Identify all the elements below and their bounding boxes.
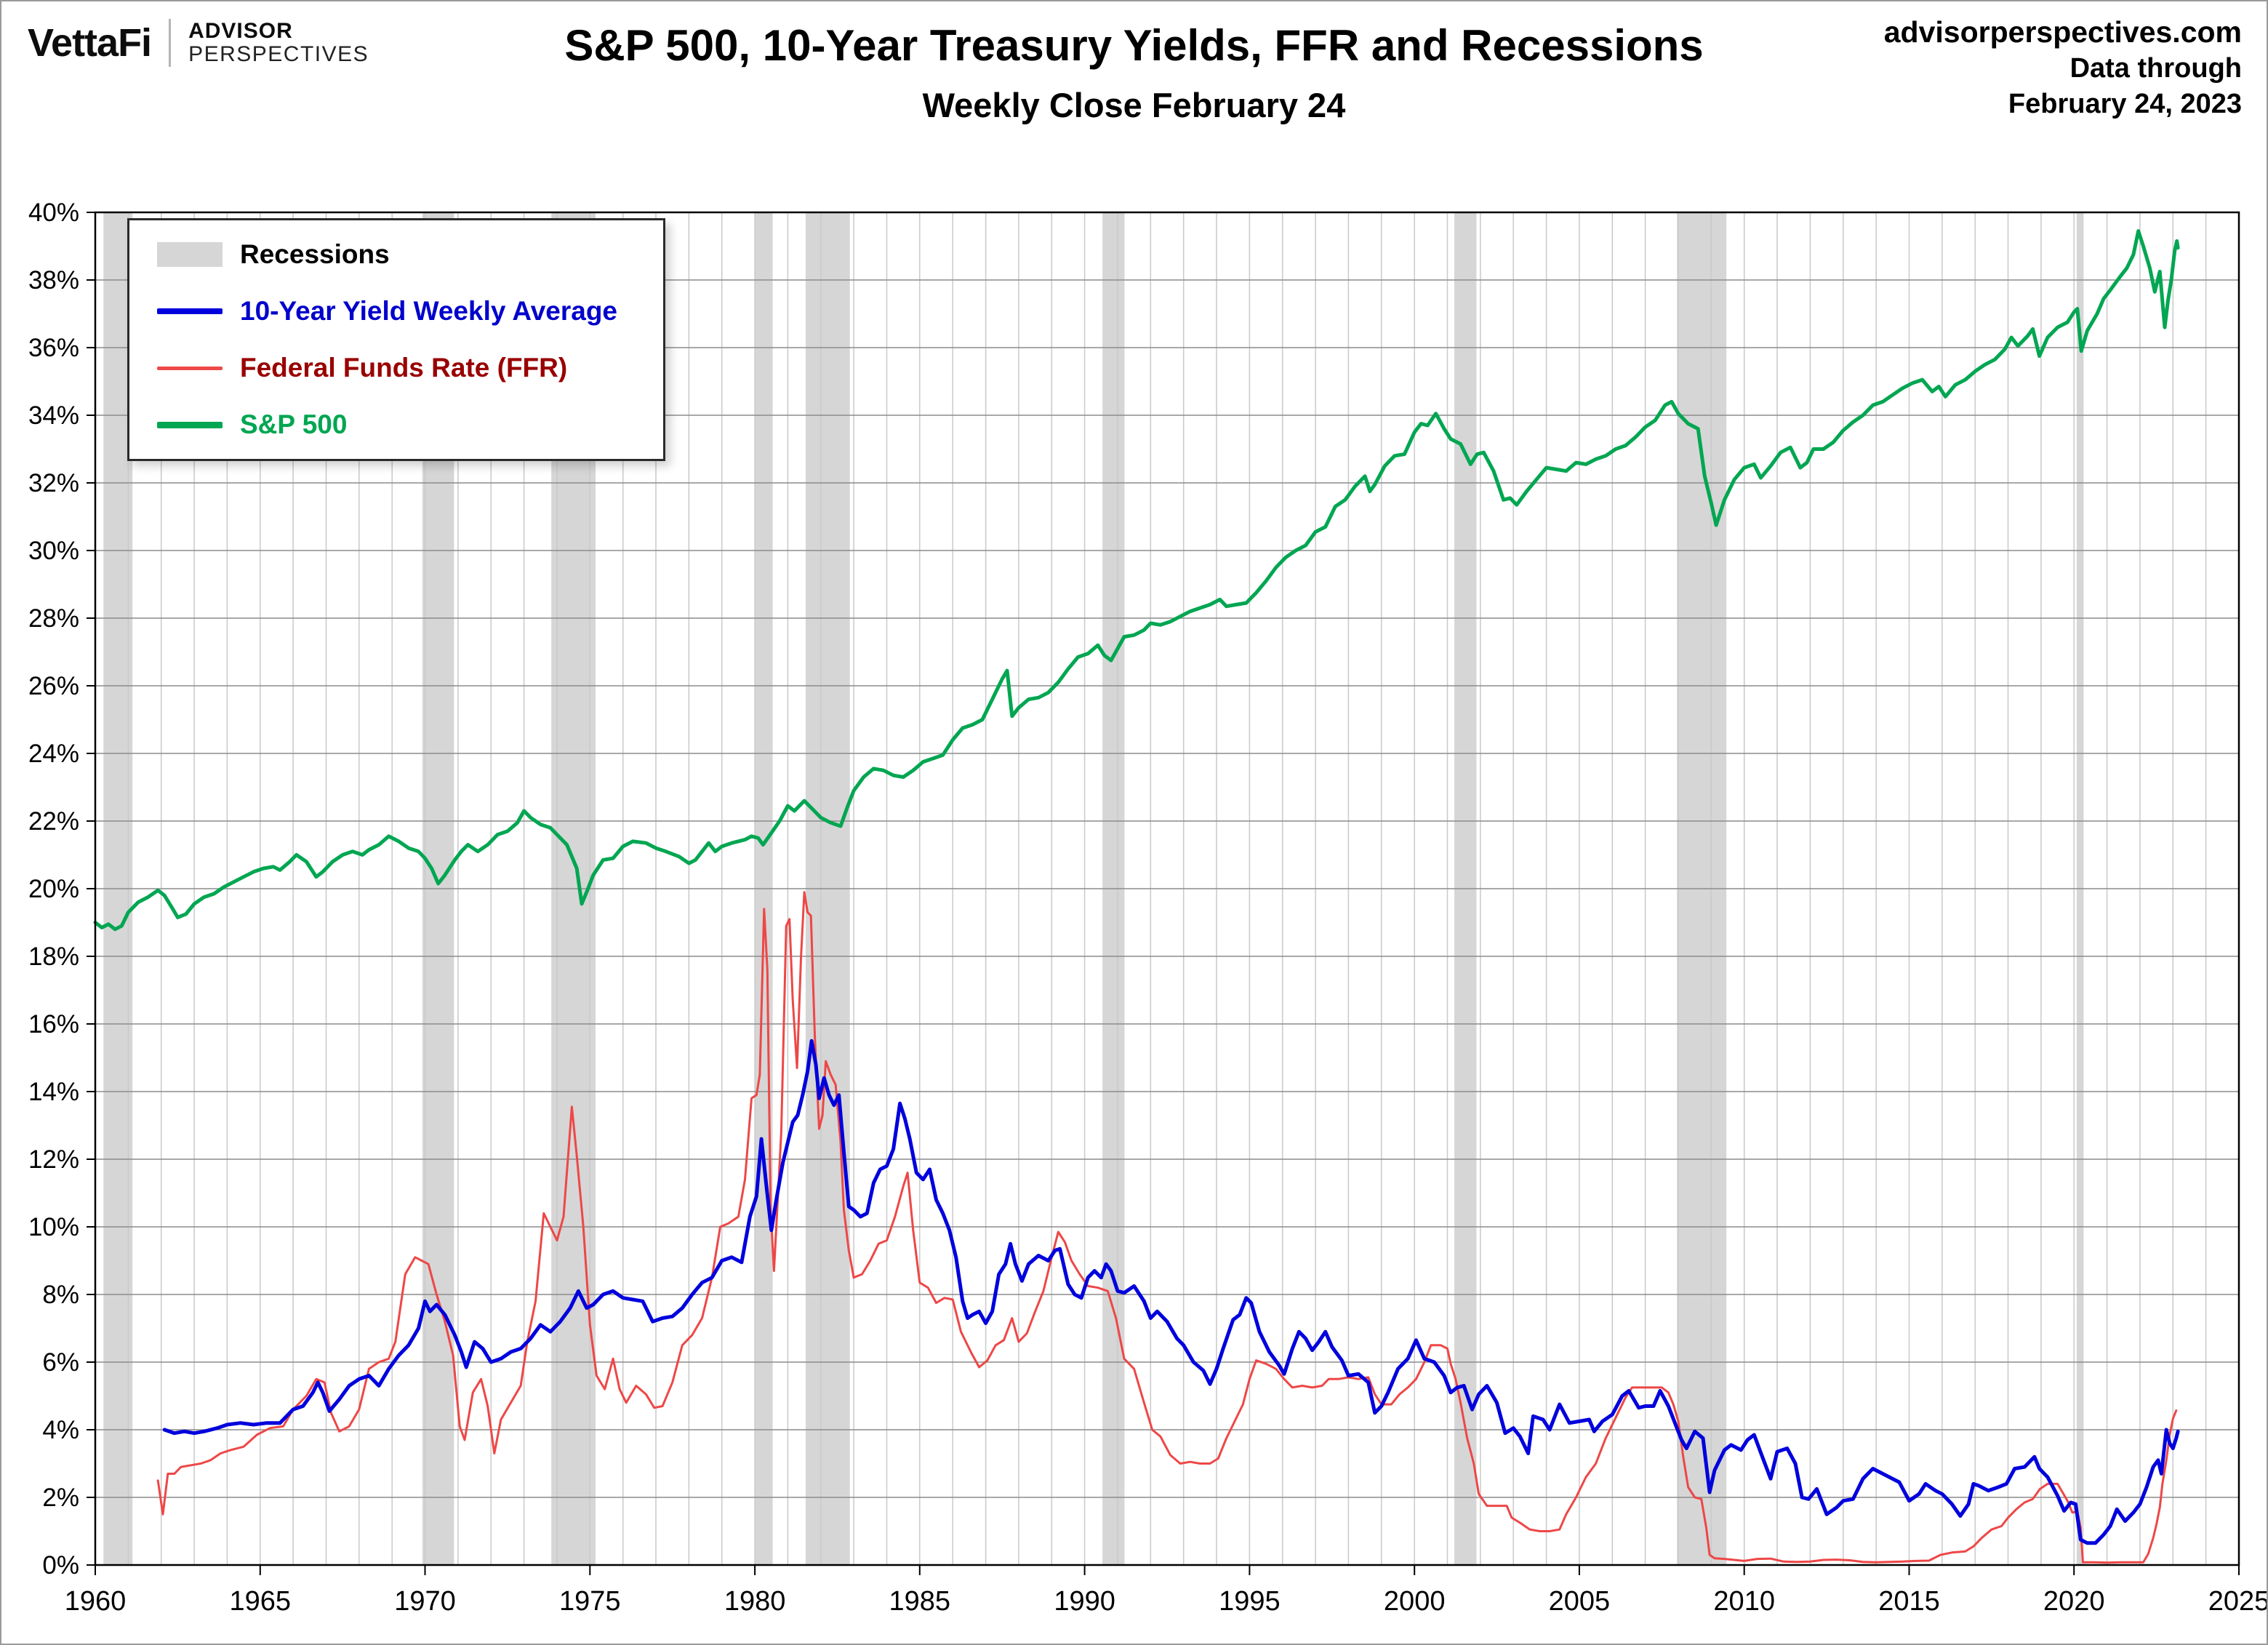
x-axis-tick-label: 2010 (1713, 1586, 1775, 1617)
y-axis-tick-label: 40% (28, 199, 79, 227)
y-axis-tick-label: 0% (42, 1551, 79, 1580)
y-axis-tick-label: 32% (28, 469, 79, 497)
y-axis-tick-label: 8% (42, 1281, 79, 1309)
logo-advisor-text: ADVISOR (188, 18, 293, 43)
legend-label-recessions: Recessions (240, 239, 390, 269)
legend-label-ffr: Federal Funds Rate (FFR) (240, 353, 568, 383)
source-date: February 24, 2023 (2008, 89, 2242, 120)
x-axis-tick-label: 1995 (1219, 1586, 1281, 1617)
source-website: advisorperspectives.com (1883, 15, 2242, 49)
y-axis-tick-label: 38% (28, 266, 79, 295)
y-axis-tick-label: 20% (28, 875, 79, 903)
x-axis-tick-label: 2015 (1878, 1586, 1940, 1617)
chart-title: S&P 500, 10-Year Treasury Yields, FFR an… (564, 21, 1704, 70)
sp500-line-swatch (157, 421, 223, 428)
x-axis-tick-label: 2005 (1549, 1586, 1611, 1617)
x-axis-tick-label: 2000 (1384, 1586, 1446, 1617)
logo-divider (169, 19, 172, 67)
legend-label-ten-year-yield: 10-Year Yield Weekly Average (240, 296, 618, 326)
legend-item-ten-year-yield: 10-Year Yield Weekly Average (157, 296, 649, 327)
y-axis-tick-label: 14% (28, 1078, 79, 1106)
legend-item-ffr: Federal Funds Rate (FFR) (157, 353, 649, 383)
y-axis-tick-label: 4% (42, 1416, 79, 1444)
x-axis-tick-label: 2025 (2208, 1586, 2268, 1617)
ffr-line (156, 891, 2178, 1564)
ten-year-yield-line (162, 1038, 2180, 1545)
y-axis-tick-label: 36% (28, 334, 79, 362)
ffr-line-swatch (157, 366, 223, 370)
y-axis-tick-label: 2% (42, 1484, 79, 1512)
logo-vettafi-text: VettaFi (28, 21, 152, 65)
title-block: S&P 500, 10-Year Treasury Yields, FFR an… (0, 20, 2268, 125)
source-block: advisorperspectives.com Data through Feb… (1884, 13, 2242, 122)
y-axis-tick-label: 16% (28, 1010, 79, 1038)
x-axis-tick-label: 1985 (889, 1586, 951, 1617)
source-data-through-label: Data through (2069, 53, 2242, 84)
y-axis-tick-label: 34% (28, 401, 79, 430)
legend-item-sp500: S&P 500 (157, 409, 649, 440)
sp500-line (93, 229, 2180, 932)
x-axis-tick-label: 2020 (2043, 1586, 2105, 1617)
y-axis-tick-label: 24% (28, 740, 79, 768)
y-axis-tick-label: 18% (28, 942, 79, 971)
legend-label-sp500: S&P 500 (240, 409, 348, 439)
y-axis-tick-label: 6% (42, 1348, 79, 1377)
x-axis-tick-label: 1980 (724, 1586, 786, 1617)
y-axis-tick-label: 22% (28, 807, 79, 836)
x-axis-tick-label: 1975 (559, 1586, 621, 1617)
logo-advisor-perspectives: ADVISOR PERSPECTIVES (188, 18, 369, 67)
y-axis-tick-label: 10% (28, 1213, 79, 1241)
x-axis-tick-label: 1965 (230, 1586, 292, 1617)
header: VettaFi ADVISOR PERSPECTIVES S&P 500, 10… (0, 0, 2268, 204)
ten-year-yield-line-swatch (157, 308, 223, 314)
x-axis-tick-label: 1970 (394, 1586, 456, 1617)
y-axis-tick-label: 12% (28, 1145, 79, 1174)
y-axis-tick-label: 28% (28, 604, 79, 633)
x-axis-tick-label: 1960 (65, 1586, 127, 1617)
legend-item-recessions: Recessions (157, 239, 649, 270)
y-axis-tick-label: 30% (28, 537, 79, 565)
chart-subtitle: Weekly Close February 24 (922, 86, 1346, 124)
recession-swatch (157, 242, 223, 267)
vettafi-logo: VettaFi ADVISOR PERSPECTIVES (28, 19, 369, 67)
x-axis-tick-label: 1990 (1054, 1586, 1115, 1617)
logo-perspectives-text: PERSPECTIVES (188, 42, 369, 66)
chart-legend: Recessions 10-Year Yield Weekly Average … (127, 218, 665, 461)
y-axis-tick-label: 26% (28, 672, 79, 700)
